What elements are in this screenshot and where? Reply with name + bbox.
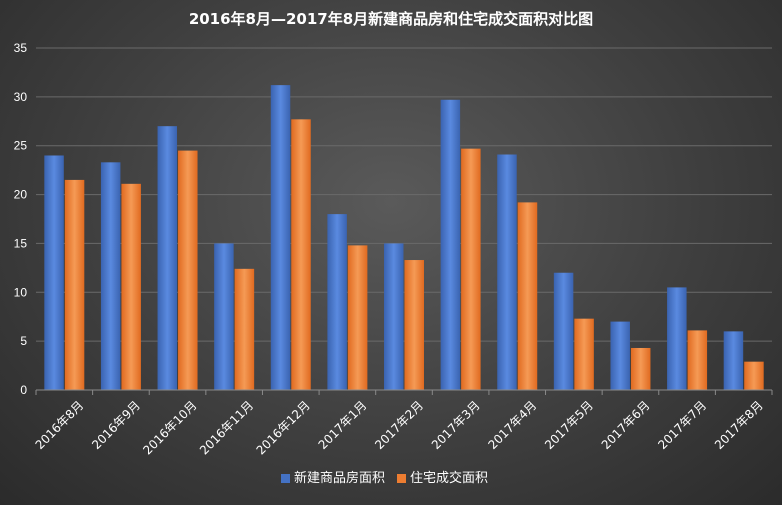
- x-tick-label: 2016年11月: [197, 398, 256, 457]
- gridlines: [36, 47, 772, 342]
- bar-new-commercial-housing: [610, 321, 630, 390]
- x-tick-label: 2017年5月: [542, 398, 596, 452]
- legend-label: 新建商品房面积: [294, 470, 385, 486]
- bar-residential: [404, 260, 424, 390]
- x-tick-label: 2017年2月: [372, 398, 426, 452]
- x-tick-label: 2016年9月: [89, 398, 143, 452]
- bar-new-commercial-housing: [497, 154, 517, 390]
- bar-residential: [178, 150, 198, 390]
- bar-residential: [461, 148, 481, 390]
- x-tick-label: 2017年7月: [655, 398, 709, 452]
- bar-residential: [64, 179, 85, 390]
- bars: [44, 85, 764, 391]
- bar-new-commercial-housing: [327, 214, 347, 390]
- x-tick-label: 2017年3月: [429, 398, 483, 452]
- bar-residential: [121, 183, 141, 390]
- y-tick-label: 30: [14, 90, 28, 104]
- y-tick-label: 25: [14, 139, 28, 153]
- y-tick-label: 5: [20, 334, 27, 348]
- bar-new-commercial-housing: [384, 243, 404, 390]
- y-tick-label: 20: [14, 188, 28, 202]
- x-tick-label: 2017年6月: [599, 398, 653, 452]
- bar-new-commercial-housing: [100, 162, 121, 390]
- y-tick-label: 10: [14, 285, 28, 299]
- bar-new-commercial-housing: [214, 243, 234, 390]
- bar-residential: [234, 268, 255, 390]
- legend: 新建商品房面积 住宅成交面积: [281, 470, 488, 486]
- legend-label: 住宅成交面积: [410, 470, 488, 486]
- y-axis: 0 5 10 15 20 25 30 35: [14, 41, 28, 397]
- bar-residential: [687, 330, 708, 390]
- bar-residential: [517, 202, 538, 390]
- y-tick-label: 0: [20, 383, 27, 397]
- bar-new-commercial-housing: [440, 99, 461, 390]
- bar-residential: [574, 318, 594, 390]
- bar-new-commercial-housing: [270, 85, 291, 390]
- x-tick-label: 2017年1月: [316, 398, 370, 452]
- bar-new-commercial-housing: [667, 287, 687, 390]
- bar-new-commercial-housing: [553, 272, 574, 390]
- x-tick-label: 2016年12月: [254, 398, 313, 457]
- x-tick-label: 2017年8月: [712, 398, 766, 452]
- x-tick-label: 2016年10月: [140, 398, 199, 457]
- x-tick-label: 2017年4月: [485, 398, 539, 452]
- legend-swatch: [397, 474, 406, 483]
- bar-new-commercial-housing: [157, 126, 178, 391]
- bar-residential: [630, 347, 651, 390]
- y-tick-label: 35: [14, 41, 28, 55]
- chart-title: 2016年8月—2017年8月新建商品房和住宅成交面积对比图: [189, 10, 593, 28]
- bar-residential: [744, 361, 764, 390]
- y-tick-label: 15: [14, 236, 28, 250]
- bar-new-commercial-housing: [723, 331, 744, 390]
- x-tick-label: 2016年8月: [33, 398, 87, 452]
- legend-swatch: [281, 474, 290, 483]
- bar-new-commercial-housing: [44, 155, 64, 390]
- bar-residential: [291, 119, 311, 391]
- bar-residential: [347, 245, 368, 390]
